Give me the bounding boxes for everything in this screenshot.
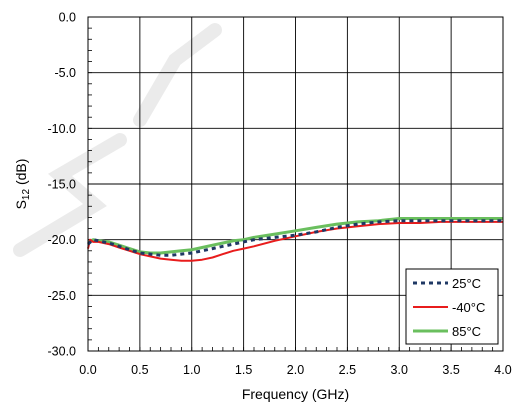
x-tick-label: 1.0	[183, 363, 200, 377]
legend-label-0: 25°C	[452, 276, 481, 291]
legend: 25°C -40°C 85°C	[405, 268, 499, 345]
x-tick-label: 4.0	[494, 363, 511, 377]
series-lines	[87, 217, 503, 262]
x-tick-label: 1.5	[235, 363, 252, 377]
y-tick-label: -5.0	[54, 66, 76, 80]
x-tick-label: 2.0	[287, 363, 304, 377]
watermark-stroke-2	[133, 23, 222, 127]
y-tick-label: -15.0	[48, 178, 77, 192]
y-axis-title-unit: (dB)	[13, 159, 29, 189]
series-line-0	[87, 219, 503, 257]
y-tick-label: -10.0	[48, 122, 77, 136]
plot-frame	[87, 16, 504, 352]
x-tick-label: 3.0	[391, 363, 408, 377]
y-tick-label: -30.0	[48, 345, 77, 359]
y-axis-title-subscript: 12	[21, 189, 32, 201]
x-tick-labels: 0.0 0.5 1.0 1.5 2.0 2.5 3.0 3.5 4.0	[79, 363, 511, 377]
y-tick-label: -25.0	[48, 289, 77, 303]
x-axis-title: Frequency (GHz)	[242, 386, 349, 402]
x-tick-label: 3.5	[442, 363, 459, 377]
y-axis-title-main: S	[13, 200, 29, 209]
x-tick-label: 0.5	[131, 363, 148, 377]
watermark-stroke-1	[13, 133, 127, 257]
y-tick-label: 0.0	[59, 11, 76, 25]
legend-label-1: -40°C	[452, 300, 485, 315]
x-tick-label: 0.0	[79, 363, 96, 377]
y-axis-title: S12 (dB)	[13, 159, 32, 210]
y-tick-label: -20.0	[48, 233, 77, 247]
x-tick-label: 2.5	[339, 363, 356, 377]
legend-label-2: 85°C	[452, 324, 481, 339]
y-tick-labels: 0.0 -5.0 -10.0 -15.0 -20.0 -25.0 -30.0	[48, 11, 77, 359]
watermark	[13, 23, 222, 257]
